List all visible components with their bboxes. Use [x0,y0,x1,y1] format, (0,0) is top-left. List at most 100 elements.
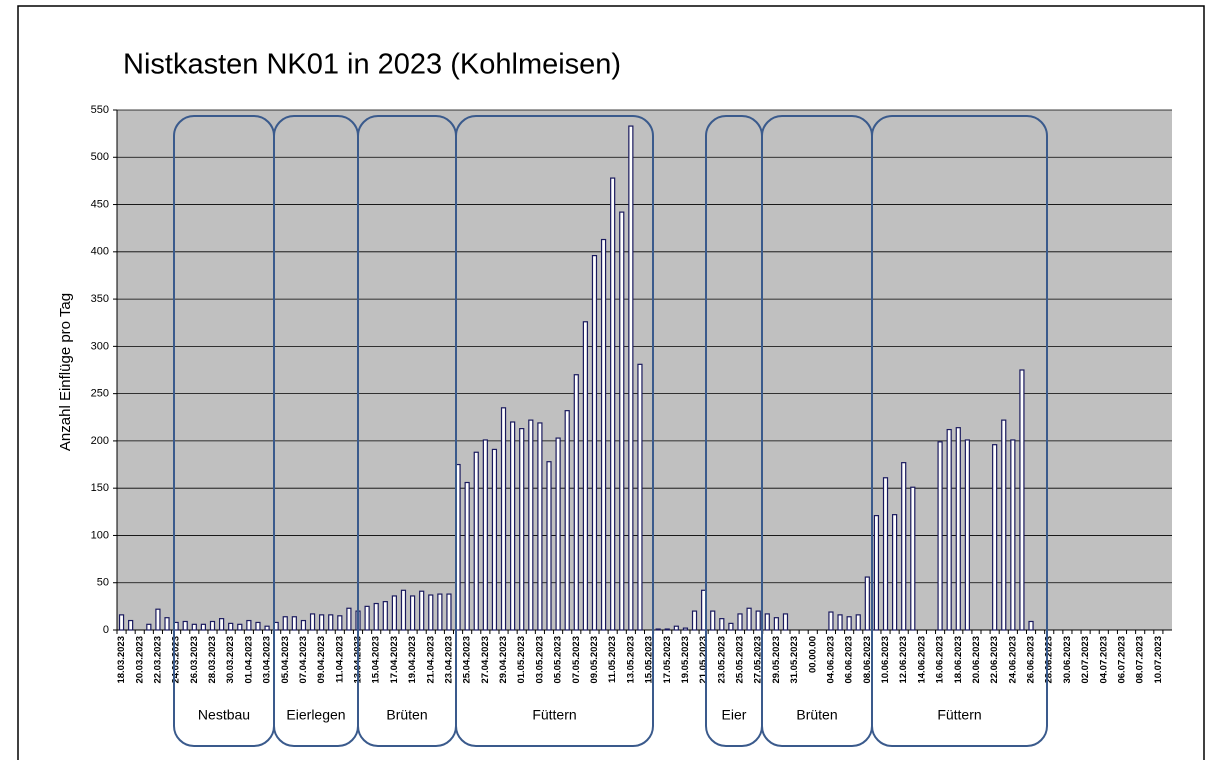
x-tick-label: 26.03.2023 [189,636,200,684]
bar [937,441,943,631]
x-tick-label: 25.04.2023 [462,636,473,684]
phase-box [455,115,654,747]
x-tick-label: 22.03.2023 [152,636,163,684]
bar [446,593,452,631]
x-tick-label: 07.04.2023 [298,636,309,684]
x-tick-label: 21.05.2023 [698,636,709,684]
bar [309,613,316,631]
x-tick-label: 31.05.2023 [789,636,800,684]
bar [873,514,880,631]
x-tick-label: 05.04.2023 [280,636,291,684]
bar [255,621,261,631]
bar [118,614,125,631]
x-tick-label: 23.05.2023 [716,636,727,684]
x-tick-label: 09.04.2023 [316,636,327,684]
bar [755,610,761,631]
bar [591,255,598,631]
bar [400,589,407,631]
y-tick-label: 350 [91,293,109,305]
x-tick-label: 10.07.2023 [1153,636,1164,684]
bar [473,451,479,631]
phase-label: Brüten [796,707,837,723]
x-tick-label: 29.04.2023 [498,636,509,684]
x-tick-label: 14.06.2023 [916,636,927,684]
bar [691,610,698,631]
bar [864,576,870,631]
bar [1028,620,1034,631]
bar [182,620,188,631]
y-tick-label: 50 [97,577,109,589]
bar [946,428,952,631]
x-tick-label: 04.06.2023 [825,636,836,684]
bar [364,605,370,631]
y-tick-label: 250 [91,388,109,400]
bar [464,481,470,631]
bar [828,611,834,631]
x-tick-label: 30.06.2023 [1062,636,1073,684]
bar [773,617,779,631]
bar [200,623,207,631]
x-tick-label: 22.06.2023 [989,636,1000,684]
x-tick-label: 16.06.2023 [935,636,946,684]
phase-box [871,115,1048,747]
x-tick-label: 01.04.2023 [243,636,254,684]
bar [228,622,234,631]
bar [428,594,434,631]
bar [510,421,516,631]
y-tick-label: 200 [91,435,109,447]
x-tick-label: 20.03.2023 [134,636,145,684]
bar [218,618,225,631]
x-tick-label: 09.05.2023 [589,636,600,684]
x-tick-label: 27.05.2023 [753,636,764,684]
bar [519,428,525,631]
phase-label: Brüten [386,707,427,723]
x-tick-label: 06.06.2023 [844,636,855,684]
bar [373,602,379,631]
bar [673,625,679,631]
bar [955,427,961,631]
x-tick-label: 23.04.2023 [443,636,454,684]
x-tick-label: 11.04.2023 [334,636,345,683]
x-tick-label: 24.03.2023 [171,636,182,684]
bar [628,125,634,631]
bar [746,607,752,631]
phase-label: Eierlegen [286,707,345,723]
bar [1010,439,1016,631]
bar [328,614,334,631]
x-tick-label: 17.05.2023 [662,636,673,684]
phase-label: Eier [722,707,747,723]
bar [491,448,498,631]
bar [382,601,388,631]
bar [846,616,852,631]
x-tick-label: 10.06.2023 [880,636,891,684]
bar [391,595,397,631]
bar [564,410,570,631]
y-tick-label: 150 [91,482,109,494]
bar [682,627,689,631]
bar [409,595,416,631]
x-tick-label: 24.06.2023 [1007,636,1018,684]
bar [1019,369,1025,631]
x-tick-label: 15.05.2023 [644,636,655,684]
x-tick-label: 19.04.2023 [407,636,418,684]
x-tick-label: 03.04.2023 [262,636,273,684]
bar [164,617,170,631]
y-tick-label: 300 [91,340,109,352]
bar [246,619,252,631]
bar [573,374,579,631]
bar [992,444,998,631]
x-tick-label: 17.04.2023 [389,636,400,684]
bar [146,623,152,631]
bar [764,613,770,631]
bar [737,613,743,631]
y-tick-label: 400 [91,246,109,258]
bar [837,614,843,631]
bar [155,608,161,631]
bar [655,628,661,631]
x-tick-label: 29.05.2023 [771,636,782,684]
phase-label: Füttern [532,707,576,723]
x-tick-label: 01.05.2023 [516,636,527,684]
y-tick-label: 100 [91,529,109,541]
bar [619,211,625,631]
bar [191,623,197,631]
